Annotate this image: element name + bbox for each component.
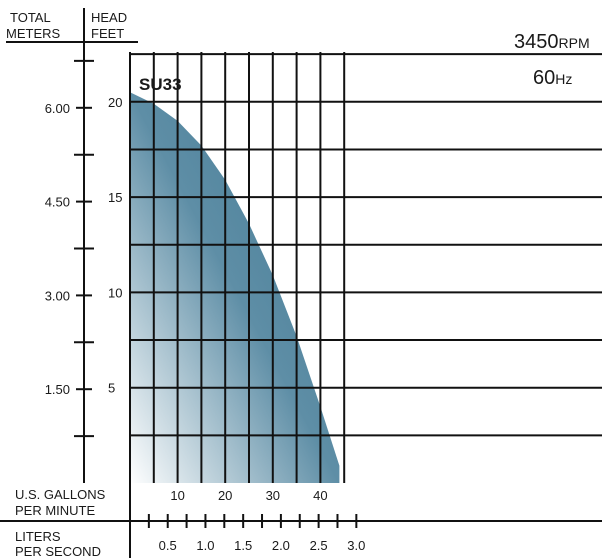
gpm-tick-label: 20 — [218, 488, 232, 503]
rpm-unit: RPM — [559, 35, 590, 51]
hz-unit: Hz — [555, 71, 572, 87]
feet-label-line2: FEET — [91, 26, 124, 41]
lps-tick-label: 1.5 — [234, 538, 252, 553]
gpm-tick-label: 30 — [266, 488, 280, 503]
feet-tick-label: 15 — [108, 190, 122, 205]
feet-tick-label: 5 — [108, 381, 115, 396]
feet-tick-label: 10 — [108, 285, 122, 300]
curve-layer — [130, 92, 340, 484]
hz-text: 60Hz — [533, 67, 572, 89]
meters-tick-label: 6.00 — [45, 101, 70, 116]
lps-tick-label: 1.0 — [196, 538, 214, 553]
meters-tick-label: 3.00 — [45, 288, 70, 303]
lps-label-line1: LITERS — [15, 529, 61, 544]
gpm-label-line1: U.S. GALLONS — [15, 487, 106, 502]
grid-layer — [129, 52, 602, 558]
lps-tick-label: 0.5 — [159, 538, 177, 553]
gpm-tick-label: 40 — [313, 488, 327, 503]
meters-tick-label: 1.50 — [45, 382, 70, 397]
gpm-tick-label: 10 — [170, 488, 184, 503]
hz-value: 60 — [533, 67, 555, 89]
lps-label-line2: PER SECOND — [15, 544, 101, 559]
rpm-text: 3450RPM — [514, 31, 590, 53]
performance-curve-area — [130, 92, 340, 484]
axis-layer: 1.50 3.00 4.50 6.00 5 10 15 20 10 20 30 40 0.5 1.0 1.5… — [0, 42, 602, 553]
rpm-value: 3450 — [514, 31, 559, 53]
feet-tick-label: 20 — [108, 95, 122, 110]
meters-label-line2: METERS — [6, 26, 61, 41]
lps-tick-label: 2.5 — [310, 538, 328, 553]
meters-tick-label: 4.50 — [45, 195, 70, 210]
gpm-label-line2: PER MINUTE — [15, 503, 96, 518]
model-label: SU33 — [139, 75, 182, 94]
lps-tick-label: 2.0 — [272, 538, 290, 553]
meters-label-line1: TOTAL — [10, 10, 51, 25]
lps-tick-label: 3.0 — [347, 538, 365, 553]
feet-label-line1: HEAD — [91, 10, 127, 25]
